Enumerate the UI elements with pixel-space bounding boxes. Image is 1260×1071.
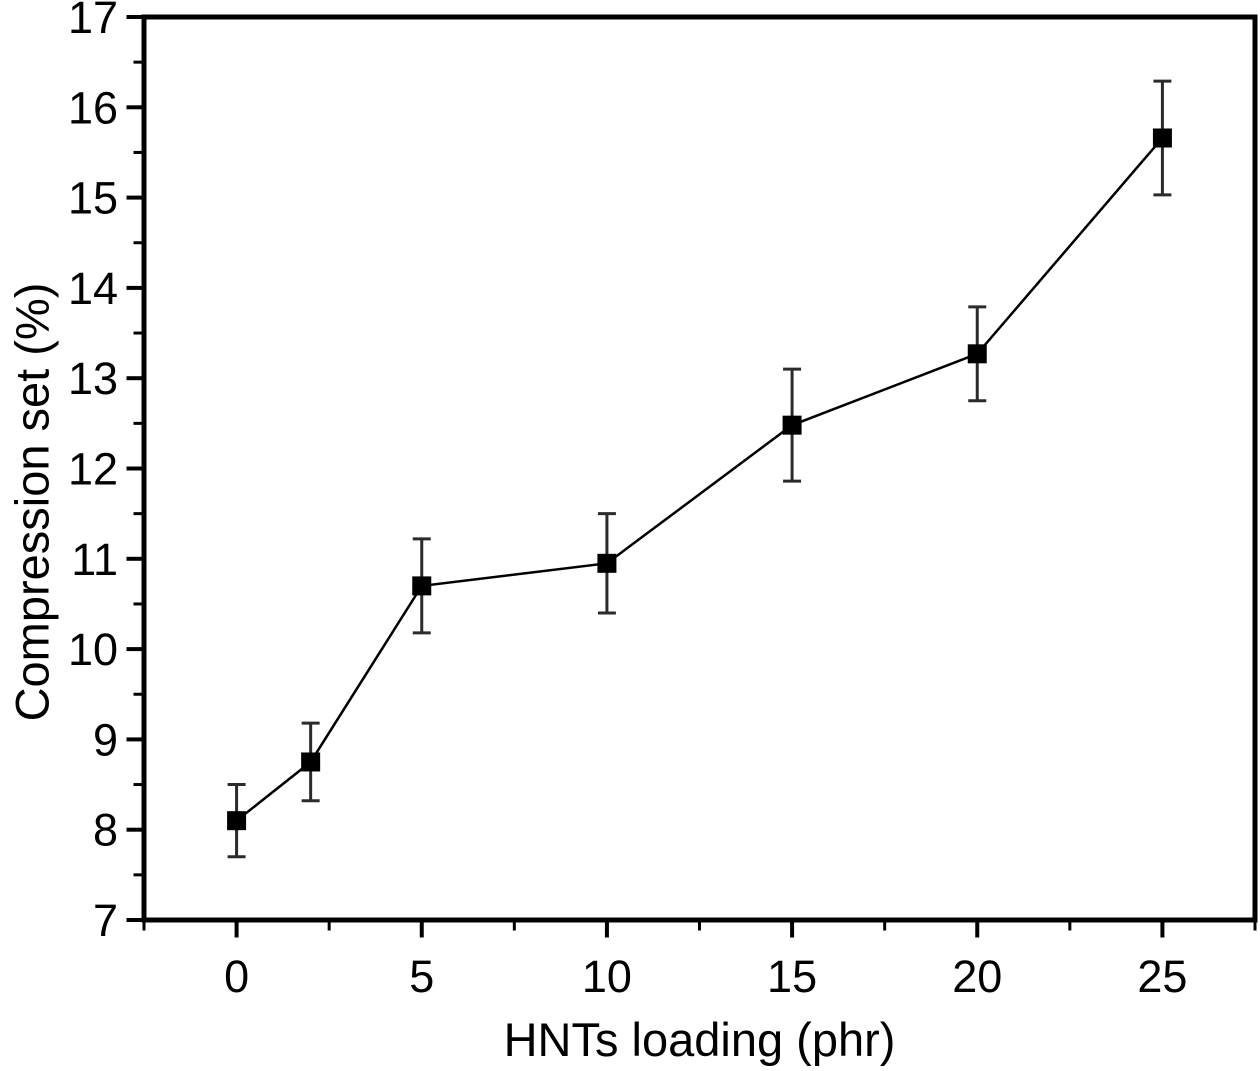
x-tick-label: 15 — [767, 951, 817, 1002]
y-tick-label: 15 — [68, 173, 118, 224]
y-tick-label: 11 — [71, 534, 118, 585]
y-axis-title: Compression set (%) — [5, 282, 59, 722]
data-point-marker — [967, 344, 987, 364]
x-tick-label: 0 — [224, 951, 249, 1002]
x-tick-label: 10 — [582, 951, 632, 1002]
plot-frame — [141, 14, 1258, 923]
data-point-marker — [412, 576, 432, 596]
x-tick-label: 25 — [1137, 951, 1187, 1002]
data-point-marker — [227, 811, 247, 831]
y-tick-label: 13 — [68, 353, 118, 404]
x-tick-label: 20 — [952, 951, 1002, 1002]
data-point-marker — [1152, 128, 1172, 148]
data-point-marker — [301, 752, 321, 772]
x-axis-title: HNTs loading (phr) — [503, 1013, 896, 1066]
y-tick-label: 9 — [93, 714, 118, 765]
x-tick-label: 5 — [409, 951, 434, 1002]
data-point-marker — [782, 415, 802, 435]
y-tick-label: 7 — [93, 895, 118, 946]
y-tick-label: 17 — [68, 0, 118, 43]
data-line — [235, 137, 1164, 822]
y-tick-label: 10 — [68, 624, 118, 675]
y-tick-label: 12 — [68, 444, 118, 495]
y-tick-label: 16 — [68, 82, 118, 133]
y-tick-label: 8 — [93, 805, 118, 856]
data-point-marker — [597, 553, 617, 573]
y-tick-label: 14 — [68, 263, 118, 314]
